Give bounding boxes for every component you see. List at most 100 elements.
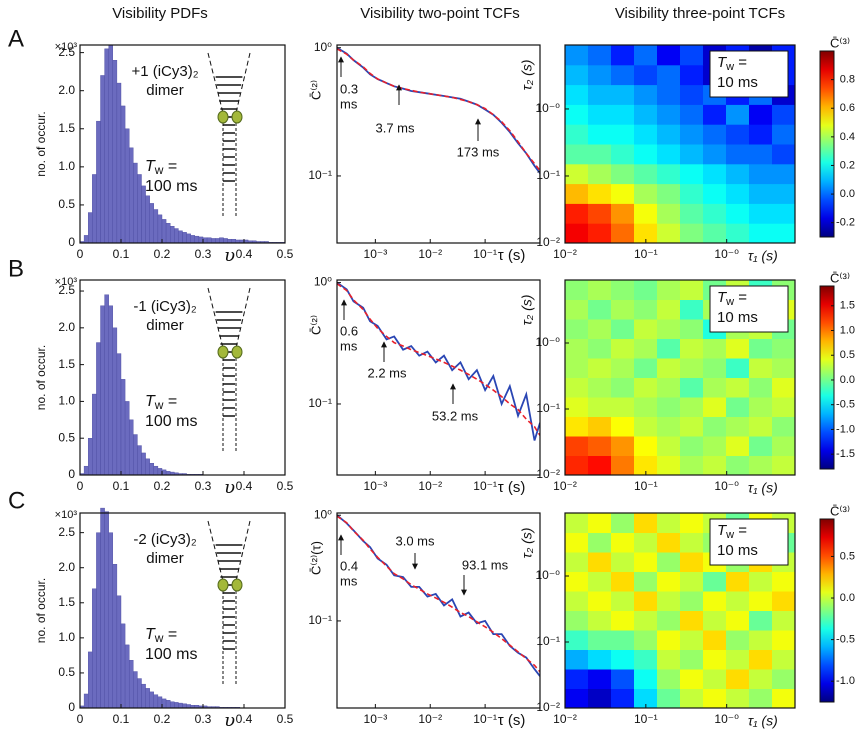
- heatmap-cell: [726, 416, 750, 437]
- dna-strand: [207, 520, 251, 582]
- dye: [217, 110, 229, 124]
- heatmap-cell: [611, 513, 635, 533]
- heatmap-cell: [588, 532, 612, 553]
- heatmap-cell: [657, 532, 681, 553]
- heatmap-cell: [588, 552, 612, 572]
- colorbar-tick-label: -0.5: [836, 399, 855, 411]
- colorbar: [819, 285, 835, 470]
- histogram-bar: [206, 237, 212, 244]
- heatmap-cell: [680, 688, 704, 709]
- heatmap-cell: [772, 144, 796, 165]
- dna-cartoon: [207, 520, 251, 686]
- annotation: 173 ms: [457, 144, 500, 159]
- heatmap-cell: [565, 513, 589, 533]
- heatmap-cell: [565, 183, 589, 204]
- histogram-bar: [149, 203, 154, 244]
- histogram-bar: [112, 60, 118, 244]
- histogram-bar: [104, 48, 109, 244]
- heatmap-cell: [772, 571, 796, 592]
- x-axis-title: τ (s): [498, 712, 526, 729]
- histogram-bar: [133, 434, 138, 476]
- histogram-bar: [202, 237, 208, 244]
- colorbar-title: C̄⁽³⁾: [830, 503, 850, 518]
- x-tick-label: 10⁻⁰: [714, 479, 739, 493]
- heatmap-cell: [611, 124, 635, 145]
- heatmap-cell: [703, 183, 727, 204]
- window-equals: =: [163, 626, 177, 643]
- histogram-bar: [100, 507, 105, 709]
- heatmap-cell: [611, 203, 635, 224]
- heatmap-cell: [611, 416, 635, 437]
- panel-label: B: [8, 255, 24, 282]
- heatmap-cell: [749, 183, 773, 204]
- histogram-bar: [96, 120, 101, 244]
- y-tick-label: 10⁻¹: [308, 396, 332, 410]
- heatmap-cell: [634, 223, 658, 244]
- colorbar: [819, 50, 835, 238]
- histogram-bar: [178, 230, 183, 244]
- heatmap-cell: [703, 571, 727, 592]
- histogram-bar: [145, 688, 150, 709]
- heatmap-cell: [680, 338, 704, 359]
- annotation: 3.7 ms: [375, 120, 415, 135]
- y-tick-label: 10⁻¹: [536, 634, 560, 648]
- heatmap-cell: [565, 397, 589, 417]
- heatmap-cell: [772, 183, 796, 204]
- colorbar-tick-label: 0.8: [840, 74, 855, 86]
- y-tick-label: 2.0: [58, 320, 75, 334]
- y-tick-label: 2.0: [58, 560, 75, 574]
- window-label: Tw =: [717, 289, 747, 308]
- axes-frame: [336, 279, 541, 476]
- heatmap-cell: [749, 397, 773, 417]
- colorbar-tick-label: 0.2: [840, 159, 855, 171]
- heatmap-cell: [588, 104, 612, 125]
- heatmap-cell: [680, 163, 704, 185]
- histogram-bar: [133, 671, 138, 709]
- heatmap-cell: [726, 630, 750, 650]
- dye: [217, 578, 229, 592]
- sample-label: -2 (iCy3)₂: [133, 531, 197, 548]
- heatmap-cell: [634, 377, 658, 398]
- heatmap-cell: [657, 319, 681, 339]
- heatmap-cell: [749, 688, 773, 709]
- y-axis-title: no. of occur.: [34, 111, 48, 176]
- heatmap-cell: [588, 377, 612, 398]
- heatmap-cell: [680, 455, 704, 476]
- heatmap-cell: [772, 338, 796, 359]
- dye: [231, 110, 243, 124]
- window-subscript: w: [725, 529, 734, 541]
- histogram-bar: [157, 468, 163, 476]
- y-tick-label: 0.5: [58, 665, 75, 679]
- heatmap-cell: [657, 280, 681, 300]
- heatmap-cell: [634, 571, 658, 592]
- heatmap-cell: [657, 163, 681, 185]
- heatmap-cell: [565, 688, 589, 709]
- heatmap-cell: [611, 144, 635, 165]
- x-tick-label: 10⁻¹: [473, 712, 497, 726]
- axes-frame: [79, 44, 286, 244]
- y-axis-title: no. of occur.: [34, 345, 48, 410]
- annotation: ms: [340, 573, 358, 588]
- heatmap-cell: [772, 358, 796, 378]
- heatmap-cell: [726, 397, 750, 417]
- colorbar-tick-label: -1.0: [836, 423, 855, 435]
- heatmap-cell: [703, 455, 727, 476]
- heatmap-cell: [588, 45, 612, 66]
- histogram-bar: [87, 651, 93, 709]
- histogram-bar: [198, 236, 204, 244]
- heatmap-cell: [726, 377, 750, 398]
- heatmap-cell: [634, 455, 658, 476]
- histogram-bar: [83, 693, 89, 709]
- heatmap-cell: [703, 377, 727, 398]
- x-tick-label: 10⁻¹: [634, 479, 658, 493]
- heatmap-cell: [703, 630, 727, 650]
- heatmap-cell: [749, 377, 773, 398]
- heatmap-cell: [588, 358, 612, 378]
- histogram-bar: [223, 238, 228, 244]
- x-tick-label: 0.1: [113, 247, 130, 261]
- heatmap-cell: [611, 649, 635, 670]
- heatmap-cell: [657, 669, 681, 689]
- heatmap-cell: [611, 358, 635, 378]
- y-tick-label: 10⁰: [314, 275, 332, 289]
- heatmap-cell: [703, 223, 727, 244]
